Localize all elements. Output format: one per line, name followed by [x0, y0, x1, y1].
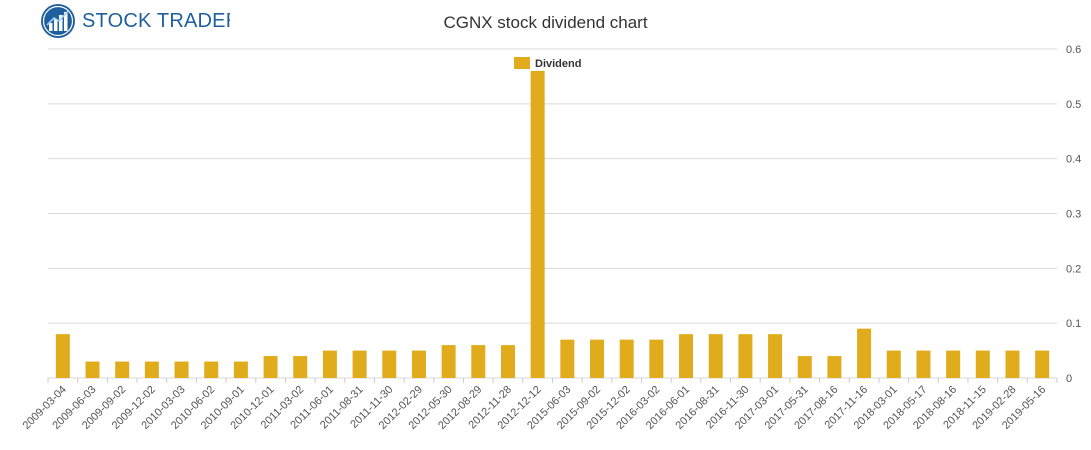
- y-tick-label: 0.6: [1066, 44, 1081, 56]
- legend-swatch: [514, 57, 530, 69]
- legend-label: Dividend: [535, 58, 581, 70]
- bar-2012-02-29: [411, 350, 426, 378]
- grid-lines: [48, 48, 1057, 379]
- logo[interactable]: STOCK TRADERS: [40, 3, 230, 39]
- bar-2015-12-02: [619, 339, 634, 378]
- bar-2011-11-30: [382, 350, 397, 378]
- legend: Dividend: [514, 57, 581, 70]
- y-tick-label: 0.2: [1066, 263, 1081, 275]
- bar-2010-03-03: [174, 361, 189, 378]
- logo-text: STOCK TRADERS: [82, 9, 230, 32]
- bar-2011-06-01: [322, 350, 337, 378]
- y-tick-label: 0.4: [1066, 154, 1081, 166]
- bar-2018-11-15: [975, 350, 990, 378]
- bar-2015-06-03: [560, 339, 575, 378]
- bar-2009-06-03: [85, 361, 100, 378]
- bar-2012-12-12: [530, 70, 545, 378]
- bar-2011-03-02: [293, 356, 308, 378]
- bars: [55, 70, 1050, 378]
- bar-2016-08-31: [708, 334, 723, 378]
- bar-2016-03-02: [649, 339, 664, 378]
- y-tick-label: 0.1: [1066, 318, 1081, 330]
- bar-2019-02-28: [1005, 350, 1020, 378]
- bar-2016-11-30: [738, 334, 753, 378]
- bar-2012-11-28: [500, 345, 515, 378]
- bar-2019-05-16: [1035, 350, 1050, 378]
- logo-chart-icon: [41, 4, 75, 38]
- bar-2012-05-30: [441, 345, 456, 378]
- chart-title: CGNX stock dividend chart: [443, 13, 648, 32]
- bar-2018-05-17: [916, 350, 931, 378]
- bar-2017-05-31: [797, 356, 812, 378]
- bar-2018-03-01: [886, 350, 901, 378]
- bar-2009-09-02: [115, 361, 130, 378]
- y-tick-label: 0.5: [1066, 99, 1081, 111]
- bar-2018-08-16: [946, 350, 961, 378]
- bar-2015-09-02: [590, 339, 605, 378]
- bar-2009-03-04: [55, 334, 70, 378]
- bar-2017-03-01: [768, 334, 783, 378]
- bar-2017-08-16: [827, 356, 842, 378]
- y-tick-label: 0: [1066, 373, 1072, 385]
- bar-2017-11-16: [857, 328, 872, 378]
- x-axis-tick-labels: 2009-03-042009-06-032009-09-022009-12-02…: [21, 378, 1058, 432]
- bar-2016-06-01: [679, 334, 694, 378]
- bar-2010-09-01: [233, 361, 248, 378]
- y-axis-tick-labels: 0 0.1 0.2 0.3 0.4 0.5 0.6: [1066, 44, 1081, 385]
- bar-2011-08-31: [352, 350, 367, 378]
- bar-2009-12-02: [144, 361, 159, 378]
- bar-2012-08-29: [471, 345, 486, 378]
- y-tick-label: 0.3: [1066, 209, 1081, 221]
- bar-2010-12-01: [263, 356, 278, 378]
- bar-2010-06-02: [204, 361, 219, 378]
